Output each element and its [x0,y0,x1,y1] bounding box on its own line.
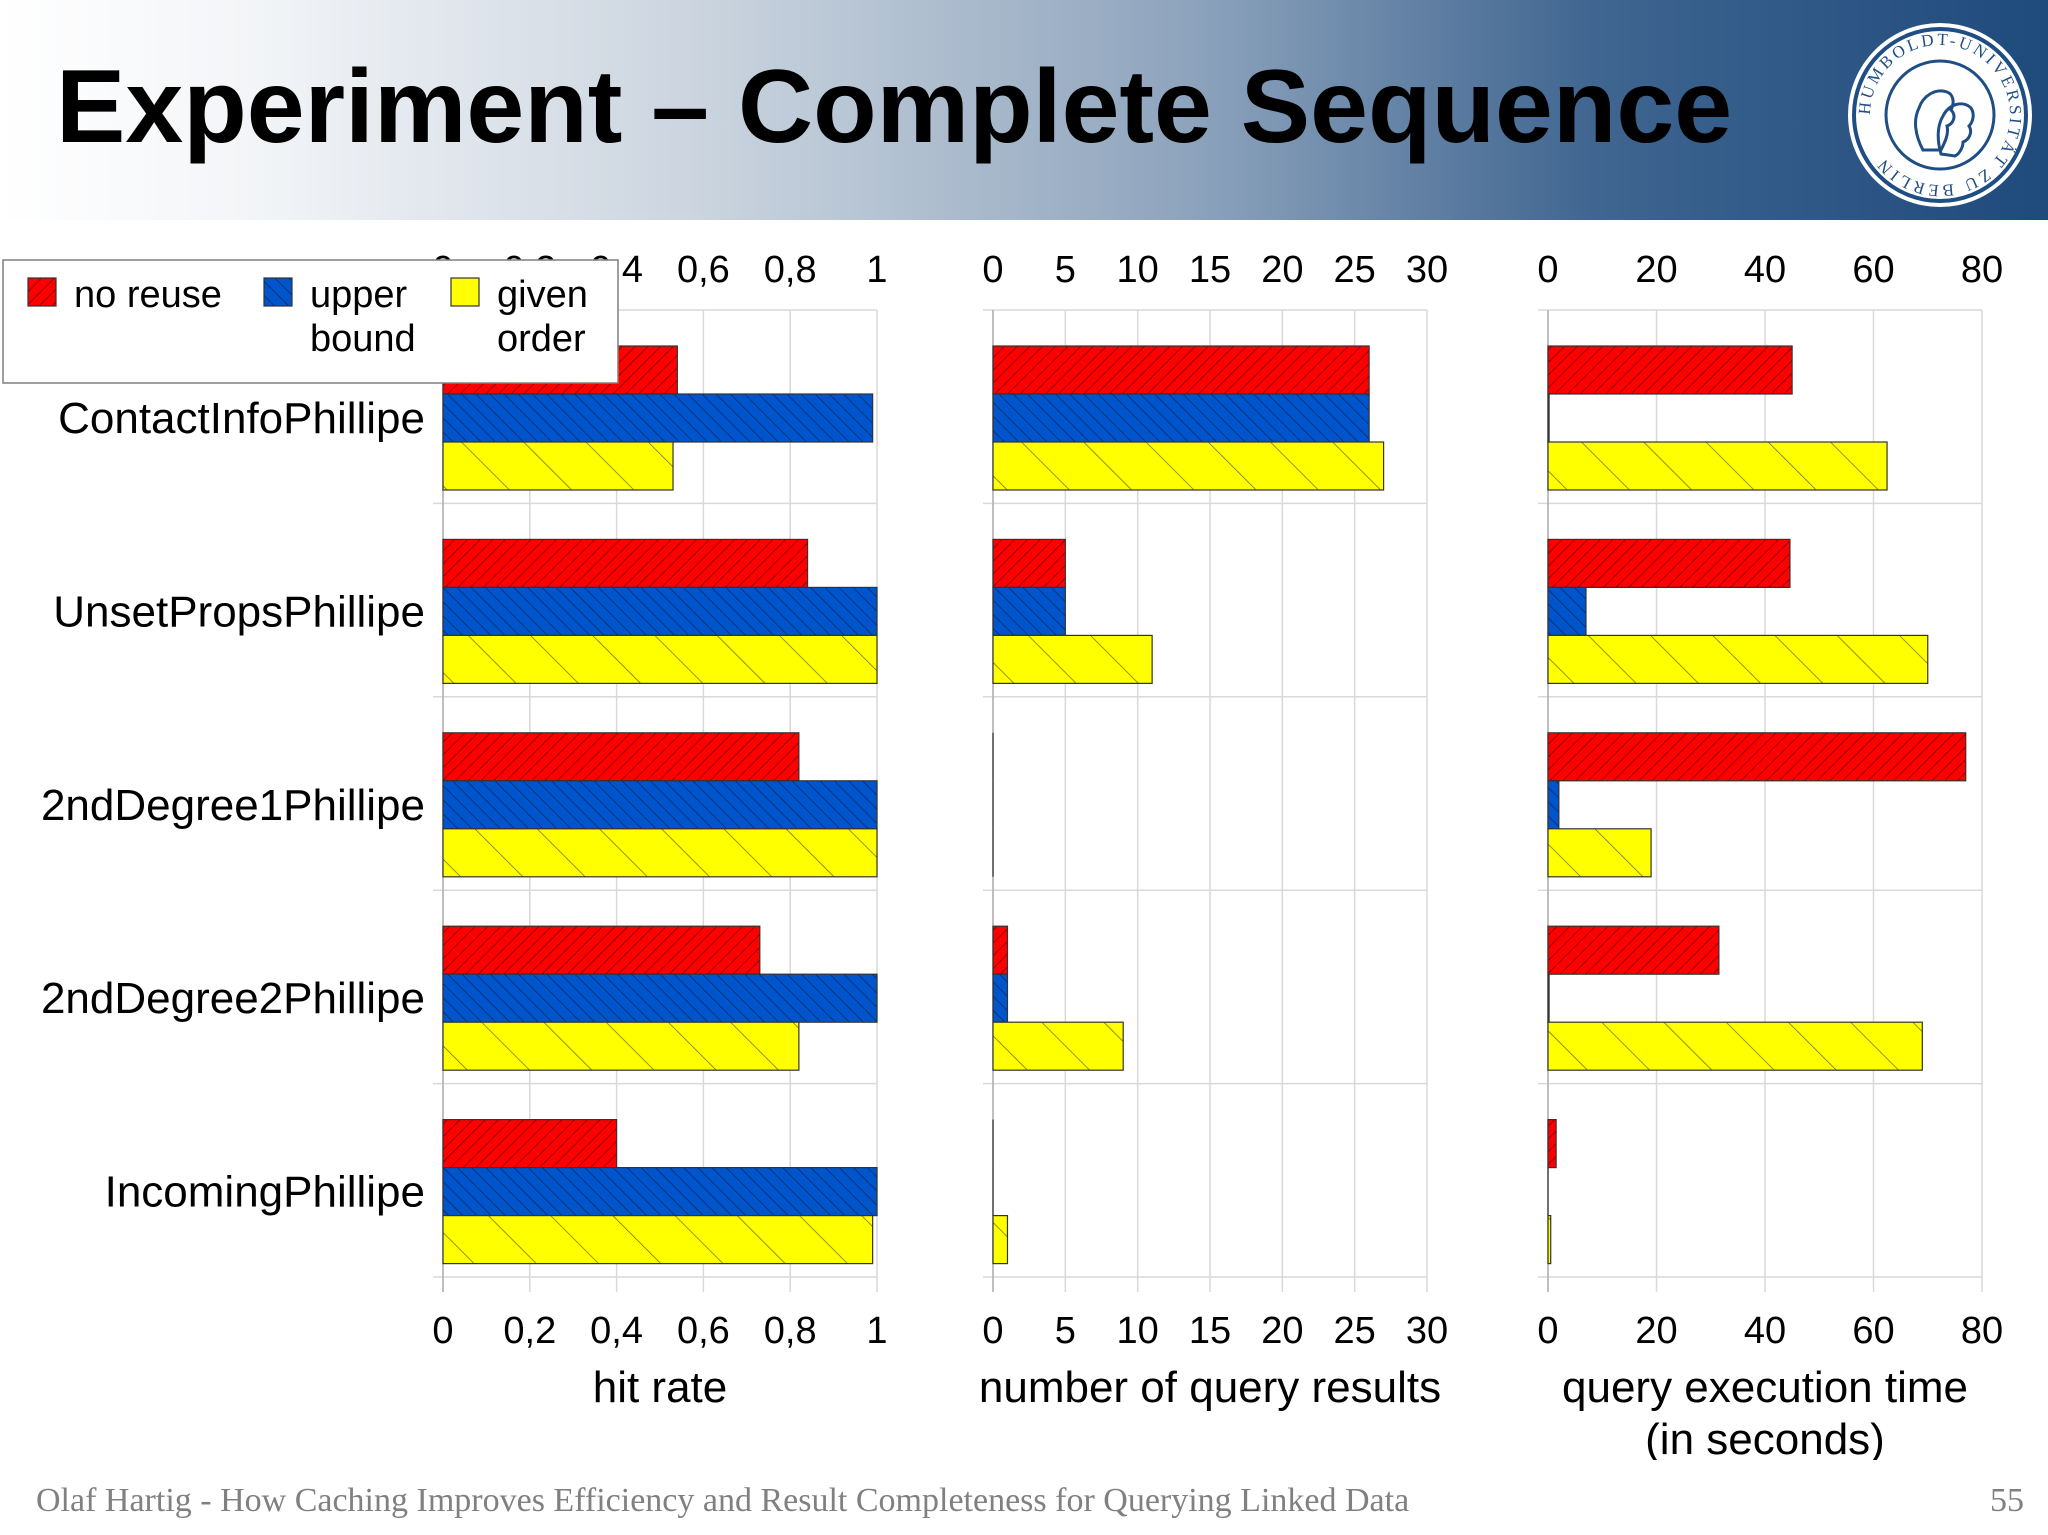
bar-upper-bound-1 [442,393,874,443]
bar-upper-bound-1 [1547,393,1550,443]
bar-given-order-4 [442,1021,800,1071]
bar-given-order-2 [442,634,878,684]
bar-no-reuse-2 [442,538,809,588]
top-tick-label: 20 [1261,249,1303,291]
bottom-tick-label: 20 [1261,1310,1303,1352]
bar-given-order-5 [442,1214,874,1265]
legend-label-line2: bound [310,318,416,360]
bottom-tick-label: 0,8 [764,1310,817,1352]
top-tick-label: 0,6 [677,249,730,291]
bar-given-order-5 [1547,1214,1552,1265]
bar-no-reuse-3 [442,732,800,782]
legend-label-line2: order [497,318,586,360]
bar-given-order-4 [992,1021,1124,1071]
legend-swatch [450,277,480,307]
top-tick-label: 80 [1961,249,2003,291]
top-tick-label: 60 [1852,249,1894,291]
top-tick-label: 1 [866,249,887,291]
top-tick-label: 30 [1406,249,1448,291]
bottom-tick-label: 5 [1055,1310,1076,1352]
legend-label: upper [310,274,408,316]
bar-no-reuse-1 [1547,345,1793,395]
bar-given-order-2 [992,634,1153,684]
bar-upper-bound-2 [992,586,1066,636]
bar-no-reuse-1 [992,345,1370,395]
category-label: 2ndDegree2Phillipe [41,974,425,1023]
x-axis-title: query execution time [1562,1363,1968,1412]
bottom-tick-label: 0 [432,1310,453,1352]
top-tick-label: 15 [1189,249,1231,291]
bottom-tick-label: 80 [1961,1310,2003,1352]
bar-given-order-5 [992,1214,1009,1265]
bar-no-reuse-5 [442,1118,618,1169]
bottom-tick-label: 0 [1537,1310,1558,1352]
chart-panel-3: 0 0 20 20 40 40 60 60 80 80 query execution time(i… [1537,249,2003,1460]
bottom-tick-label: 1 [866,1310,887,1352]
x-axis-title: hit rate [593,1363,728,1412]
bottom-tick-label: 0,4 [590,1310,643,1352]
top-tick-label: 0,8 [764,249,817,291]
bar-no-reuse-2 [992,538,1066,588]
category-label: ContactInfoPhillipe [58,394,425,443]
legend-swatch [27,277,57,307]
top-tick-label: 0 [982,249,1003,291]
category-label: UnsetPropsPhillipe [53,587,425,636]
bottom-tick-label: 0,6 [677,1310,730,1352]
legend-swatch [263,277,293,307]
bar-upper-bound-3 [1547,780,1560,830]
bar-given-order-1 [992,441,1385,491]
bar-given-order-4 [1547,1021,1923,1071]
university-seal-icon: HUMBOLDT-UNIVERSITÄT ZU BERLIN [1848,23,2032,207]
bottom-tick-label: 40 [1744,1310,1786,1352]
bottom-tick-label: 15 [1189,1310,1231,1352]
x-axis-title: number of query results [979,1363,1441,1412]
bar-upper-bound-4 [1547,973,1550,1023]
bar-upper-bound-3 [442,780,878,830]
bottom-tick-label: 25 [1334,1310,1376,1352]
bar-upper-bound-2 [442,586,878,636]
bar-given-order-3 [442,828,878,878]
bottom-tick-label: 20 [1635,1310,1677,1352]
slide-title: Experiment – Complete Sequence [56,49,1733,165]
category-label: IncomingPhillipe [105,1168,425,1217]
bar-given-order-3 [1547,828,1652,878]
bar-upper-bound-4 [992,973,1009,1023]
legend-label: no reuse [74,274,222,316]
bar-no-reuse-2 [1547,538,1791,588]
page-number: 55 [1990,1482,2024,1519]
bottom-tick-label: 10 [1117,1310,1159,1352]
top-tick-label: 40 [1744,249,1786,291]
bar-no-reuse-5 [1547,1118,1557,1169]
bar-no-reuse-4 [1547,925,1720,975]
legend-label: given [497,274,588,316]
bar-no-reuse-4 [992,925,1009,975]
bar-upper-bound-1 [992,393,1370,443]
bar-given-order-1 [442,441,674,491]
top-tick-label: 20 [1635,249,1677,291]
bottom-tick-label: 0 [982,1310,1003,1352]
title-bar [0,0,2048,220]
x-axis-title-line2: (in seconds) [1645,1415,1885,1460]
bar-upper-bound-5 [442,1166,878,1217]
top-tick-label: 25 [1334,249,1376,291]
top-tick-label: 0 [1537,249,1558,291]
bar-no-reuse-4 [442,925,761,975]
footer-text: Olaf Hartig - How Caching Improves Effic… [36,1482,1410,1519]
legend-box [2,259,619,384]
bottom-tick-label: 0,2 [503,1310,556,1352]
bottom-tick-label: 60 [1852,1310,1894,1352]
bar-given-order-1 [1547,441,1888,491]
chart-panel-2: 0 0 5 5 10 10 15 15 20 20 25 25 30 30 number of query … [979,249,1448,1412]
bar-no-reuse-3 [1547,732,1967,782]
bar-upper-bound-2 [1547,586,1587,636]
bar-upper-bound-4 [442,973,878,1023]
category-label: 2ndDegree1Phillipe [41,781,425,830]
bottom-tick-label: 30 [1406,1310,1448,1352]
top-tick-label: 10 [1117,249,1159,291]
top-tick-label: 5 [1055,249,1076,291]
bar-given-order-2 [1547,634,1929,684]
